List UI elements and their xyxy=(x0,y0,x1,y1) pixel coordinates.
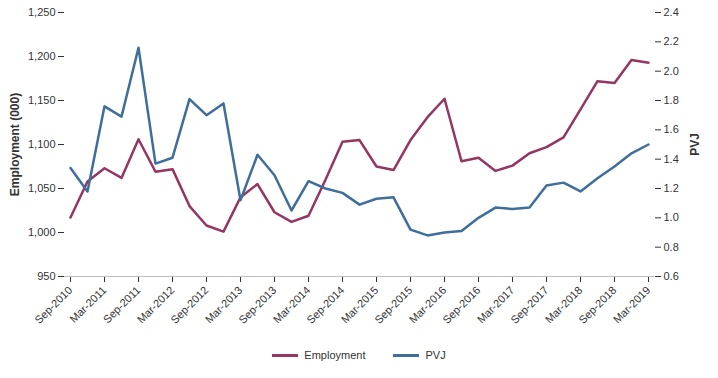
svg-text:Sep-2014: Sep-2014 xyxy=(304,283,347,326)
svg-text:Sep-2018: Sep-2018 xyxy=(576,283,619,326)
svg-text:Mar-2017: Mar-2017 xyxy=(474,283,517,326)
svg-text:2.4: 2.4 xyxy=(664,6,679,18)
svg-text:Sep-2011: Sep-2011 xyxy=(100,283,143,326)
svg-text:Mar-2013: Mar-2013 xyxy=(202,283,245,326)
svg-text:1.4: 1.4 xyxy=(664,153,679,165)
html-text:Employment: Employment xyxy=(304,349,366,361)
svg-text:1,000: 1,000 xyxy=(28,226,56,238)
html-text:PVJ: PVJ xyxy=(425,349,446,361)
svg-text:Mar-2015: Mar-2015 xyxy=(338,283,381,326)
svg-text:0.8: 0.8 xyxy=(664,241,679,253)
svg-text:950: 950 xyxy=(37,270,55,282)
svg-text:Employment (000): Employment (000) xyxy=(8,93,22,196)
svg-text:1.8: 1.8 xyxy=(664,94,679,106)
svg-text:Mar-2019: Mar-2019 xyxy=(611,284,653,326)
svg-text:1,200: 1,200 xyxy=(28,50,56,62)
svg-text:1,050: 1,050 xyxy=(28,182,56,194)
svg-text:0.6: 0.6 xyxy=(664,270,679,282)
svg-text:2.2: 2.2 xyxy=(664,35,679,47)
svg-text:1.6: 1.6 xyxy=(664,123,679,135)
svg-text:1.2: 1.2 xyxy=(664,182,679,194)
svg-text:PVJ: PVJ xyxy=(688,133,702,156)
svg-text:Sep-2012: Sep-2012 xyxy=(168,283,211,326)
svg-text:Mar-2014: Mar-2014 xyxy=(270,283,313,326)
svg-text:Mar-2018: Mar-2018 xyxy=(542,283,585,326)
svg-text:1,150: 1,150 xyxy=(28,94,56,106)
svg-text:Sep-2013: Sep-2013 xyxy=(236,283,279,326)
svg-text:2.0: 2.0 xyxy=(664,65,679,77)
svg-text:Sep-2017: Sep-2017 xyxy=(508,283,551,326)
svg-text:Mar-2012: Mar-2012 xyxy=(134,283,177,326)
svg-text:Mar-2011: Mar-2011 xyxy=(67,283,109,325)
svg-text:Mar-2016: Mar-2016 xyxy=(406,283,449,326)
svg-text:1,100: 1,100 xyxy=(28,138,56,150)
svg-text:Sep-2015: Sep-2015 xyxy=(372,283,415,326)
svg-text:1,250: 1,250 xyxy=(28,6,56,18)
svg-text:Sep-2010: Sep-2010 xyxy=(32,284,74,326)
svg-text:Sep-2016: Sep-2016 xyxy=(440,283,483,326)
svg-text:1.0: 1.0 xyxy=(664,211,679,223)
